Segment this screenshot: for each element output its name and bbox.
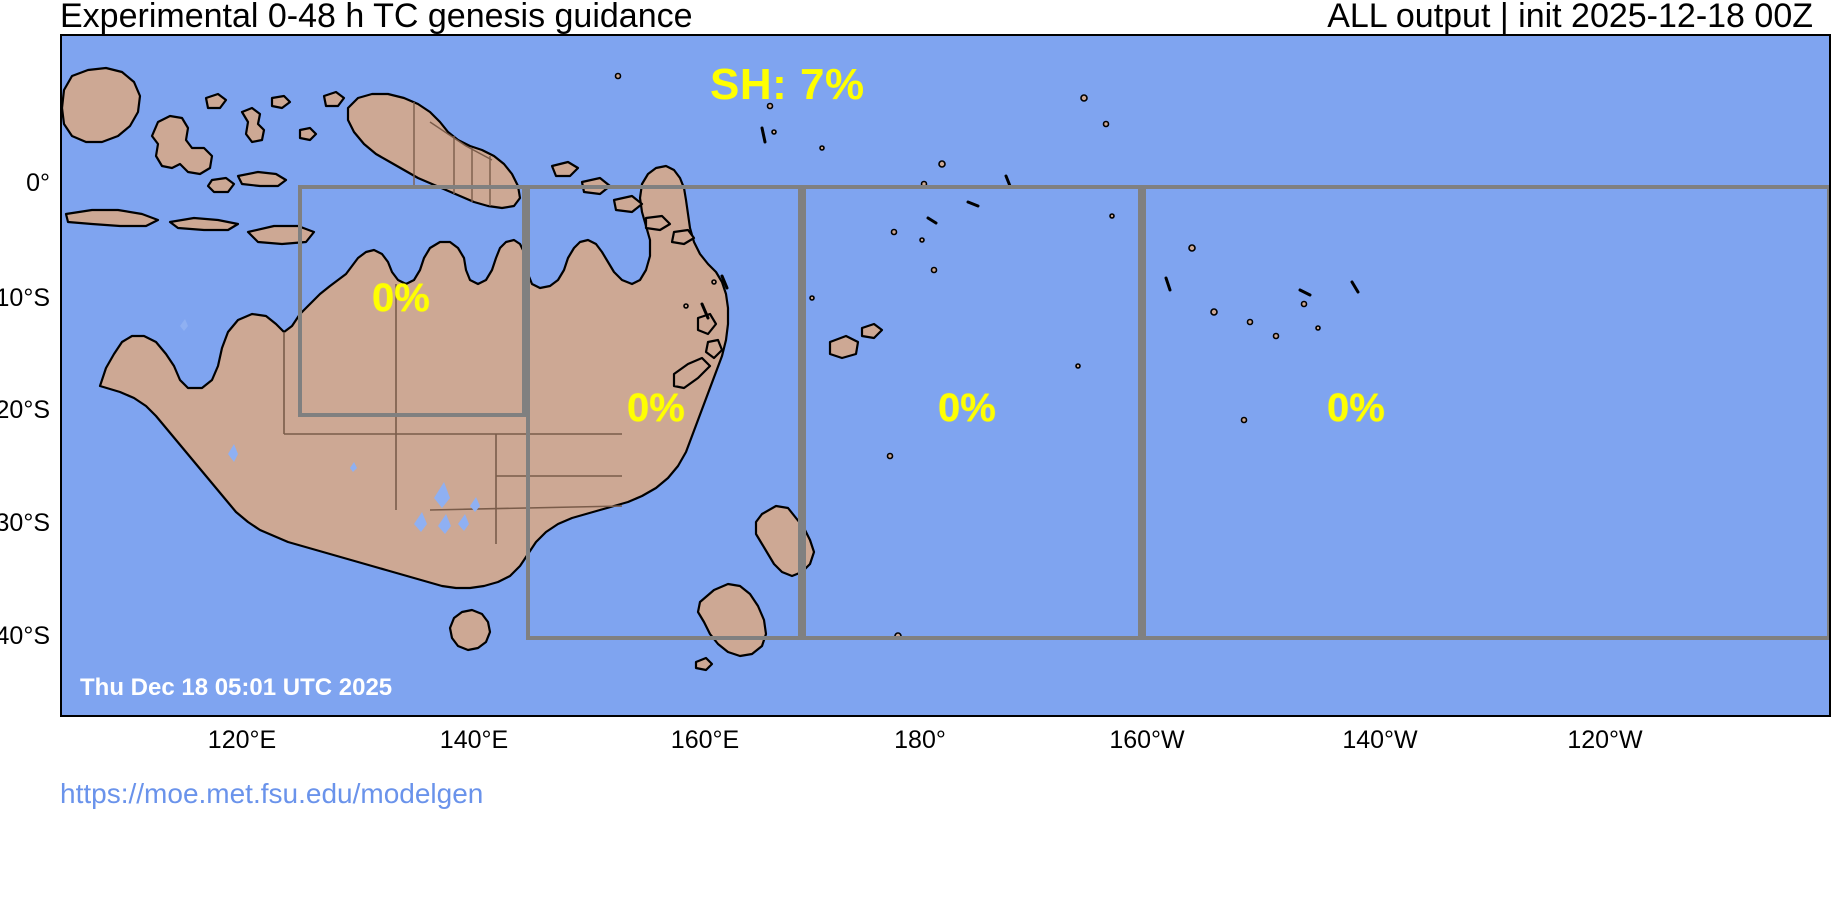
sulawesi (150, 114, 214, 176)
map-timestamp: Thu Dec 18 05:01 UTC 2025 (80, 674, 393, 701)
small-isle-d (204, 92, 228, 110)
seram (236, 170, 288, 188)
borneo (62, 66, 142, 144)
basin-probability-south-pacific-east: 0% (1327, 386, 1385, 430)
australia-mainland (98, 164, 730, 590)
x-tick-label: 160°E (670, 726, 740, 754)
vanuatu-2 (704, 338, 724, 360)
x-tick-label: 120°W (1567, 726, 1643, 754)
basin-box-south-pacific-central[interactable] (802, 185, 1142, 640)
reef-marks (700, 126, 1360, 320)
basin-probability-south-pacific-west: 0% (627, 386, 685, 430)
small-isle-a (298, 126, 318, 142)
basin-probability-south-pacific-central: 0% (938, 386, 996, 430)
fiji-main (828, 334, 860, 360)
small-isle-b (322, 90, 346, 108)
page-title: Experimental 0-48 h TC genesis guidance (60, 0, 693, 35)
solomon-3 (612, 194, 644, 214)
source-url-link[interactable]: https://moe.met.fsu.edu/modelgen (60, 778, 484, 809)
basin-probability-coral-sea-arafura: 0% (372, 276, 430, 320)
hemisphere-probability-label: SH: 7% (710, 60, 865, 109)
buru (206, 176, 236, 194)
halmahera (240, 106, 266, 144)
new-caledonia (672, 356, 712, 390)
solomon-1 (550, 160, 580, 178)
x-tick-label: 160°W (1109, 726, 1185, 754)
small-isle-c (270, 94, 292, 110)
x-tick-label: 140°E (439, 726, 509, 754)
solomon-4 (644, 214, 672, 232)
basin-box-south-pacific-west[interactable] (526, 185, 802, 640)
y-tick-label: 0° (26, 169, 50, 197)
stewart-island (694, 656, 714, 672)
solomon-5 (670, 228, 696, 246)
basin-box-coral-sea-arafura[interactable] (298, 185, 526, 417)
fiji-second (860, 322, 884, 340)
timor (246, 224, 316, 246)
y-tick-label: 20°S (0, 396, 50, 424)
x-tick-label: 180° (894, 726, 946, 754)
y-tick-label: 40°S (0, 622, 50, 650)
map-panel: 0% 0% 0% 0% SH: 7% Thu Dec 18 05:01 UTC 202… (60, 34, 1831, 717)
header: Experimental 0-48 h TC genesis guidance … (0, 0, 1831, 35)
new-guinea (346, 92, 522, 210)
y-tick-label: 30°S (0, 509, 50, 537)
basin-box-south-pacific-east[interactable] (1142, 185, 1829, 640)
y-tick-label: 10°S (0, 284, 50, 312)
header-output-init: ALL output | init 2025-12-18 00Z (1327, 0, 1813, 35)
tasmania (448, 608, 492, 652)
x-tick-label: 120°E (207, 726, 277, 754)
inland-lakes (180, 319, 480, 534)
sumbawa-flores (168, 216, 240, 232)
png-internal-borders (413, 102, 493, 206)
java (64, 208, 160, 228)
x-tick-label: 140°W (1342, 726, 1418, 754)
basemap-svg (62, 36, 1829, 715)
